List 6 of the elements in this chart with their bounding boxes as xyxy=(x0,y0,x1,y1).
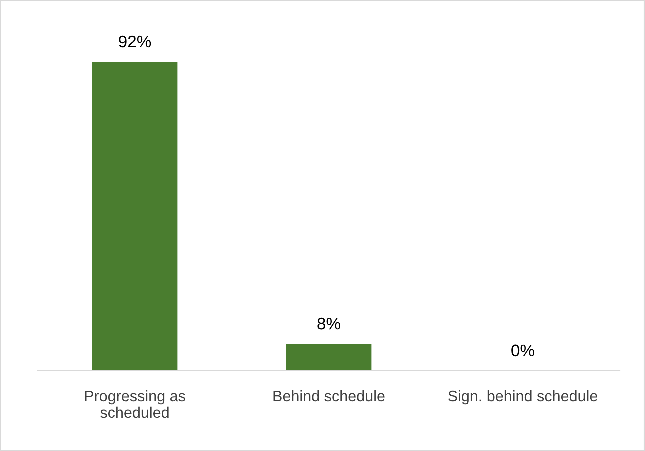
x-tick-label: Sign. behind schedule xyxy=(448,390,598,405)
data-label: 0% xyxy=(512,344,534,357)
data-label: 8% xyxy=(318,318,340,330)
data-label: 92% xyxy=(119,36,152,48)
x-tick-label: Progressing as scheduled xyxy=(85,390,186,418)
x-tick-label: Behind schedule xyxy=(274,390,385,402)
